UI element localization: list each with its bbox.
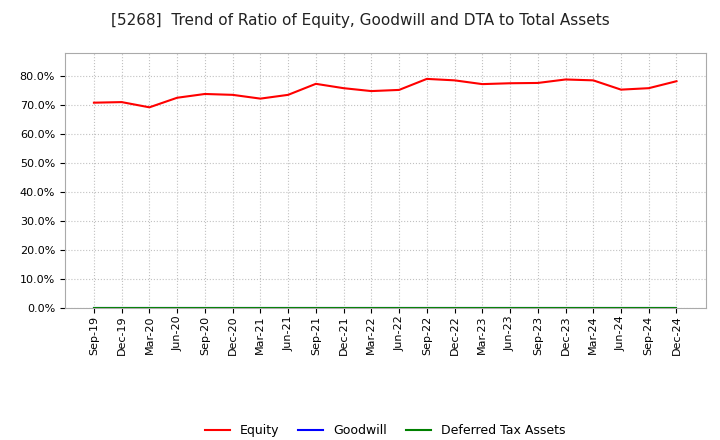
- Goodwill: [89, 305, 98, 311]
- Deferred Tax Assets: [423, 305, 431, 311]
- Goodwill: [505, 305, 514, 311]
- Deferred Tax Assets: [395, 305, 403, 311]
- Equity: [534, 81, 542, 86]
- Goodwill: [395, 305, 403, 311]
- Deferred Tax Assets: [450, 305, 459, 311]
- Deferred Tax Assets: [367, 305, 376, 311]
- Line: Equity: Equity: [94, 79, 677, 107]
- Goodwill: [173, 305, 181, 311]
- Equity: [312, 81, 320, 87]
- Deferred Tax Assets: [201, 305, 210, 311]
- Goodwill: [423, 305, 431, 311]
- Goodwill: [644, 305, 653, 311]
- Deferred Tax Assets: [478, 305, 487, 311]
- Goodwill: [478, 305, 487, 311]
- Goodwill: [284, 305, 292, 311]
- Goodwill: [228, 305, 237, 311]
- Goodwill: [339, 305, 348, 311]
- Equity: [478, 81, 487, 87]
- Deferred Tax Assets: [228, 305, 237, 311]
- Equity: [561, 77, 570, 82]
- Goodwill: [312, 305, 320, 311]
- Equity: [672, 79, 681, 84]
- Goodwill: [561, 305, 570, 311]
- Goodwill: [145, 305, 154, 311]
- Equity: [644, 85, 653, 91]
- Deferred Tax Assets: [339, 305, 348, 311]
- Goodwill: [672, 305, 681, 311]
- Goodwill: [616, 305, 625, 311]
- Equity: [284, 92, 292, 98]
- Goodwill: [589, 305, 598, 311]
- Deferred Tax Assets: [644, 305, 653, 311]
- Equity: [395, 87, 403, 92]
- Goodwill: [534, 305, 542, 311]
- Goodwill: [450, 305, 459, 311]
- Legend: Equity, Goodwill, Deferred Tax Assets: Equity, Goodwill, Deferred Tax Assets: [200, 419, 570, 440]
- Equity: [201, 92, 210, 97]
- Equity: [173, 95, 181, 100]
- Equity: [505, 81, 514, 86]
- Equity: [589, 78, 598, 83]
- Equity: [117, 99, 126, 105]
- Equity: [367, 88, 376, 94]
- Equity: [339, 85, 348, 91]
- Deferred Tax Assets: [505, 305, 514, 311]
- Goodwill: [367, 305, 376, 311]
- Goodwill: [256, 305, 265, 311]
- Deferred Tax Assets: [256, 305, 265, 311]
- Deferred Tax Assets: [284, 305, 292, 311]
- Deferred Tax Assets: [89, 305, 98, 311]
- Equity: [423, 76, 431, 81]
- Deferred Tax Assets: [616, 305, 625, 311]
- Text: [5268]  Trend of Ratio of Equity, Goodwill and DTA to Total Assets: [5268] Trend of Ratio of Equity, Goodwil…: [111, 13, 609, 28]
- Deferred Tax Assets: [117, 305, 126, 311]
- Equity: [89, 100, 98, 105]
- Deferred Tax Assets: [173, 305, 181, 311]
- Deferred Tax Assets: [534, 305, 542, 311]
- Goodwill: [201, 305, 210, 311]
- Goodwill: [117, 305, 126, 311]
- Deferred Tax Assets: [312, 305, 320, 311]
- Deferred Tax Assets: [145, 305, 154, 311]
- Equity: [256, 96, 265, 101]
- Equity: [450, 78, 459, 83]
- Deferred Tax Assets: [672, 305, 681, 311]
- Equity: [616, 87, 625, 92]
- Deferred Tax Assets: [561, 305, 570, 311]
- Equity: [228, 92, 237, 98]
- Equity: [145, 105, 154, 110]
- Deferred Tax Assets: [589, 305, 598, 311]
